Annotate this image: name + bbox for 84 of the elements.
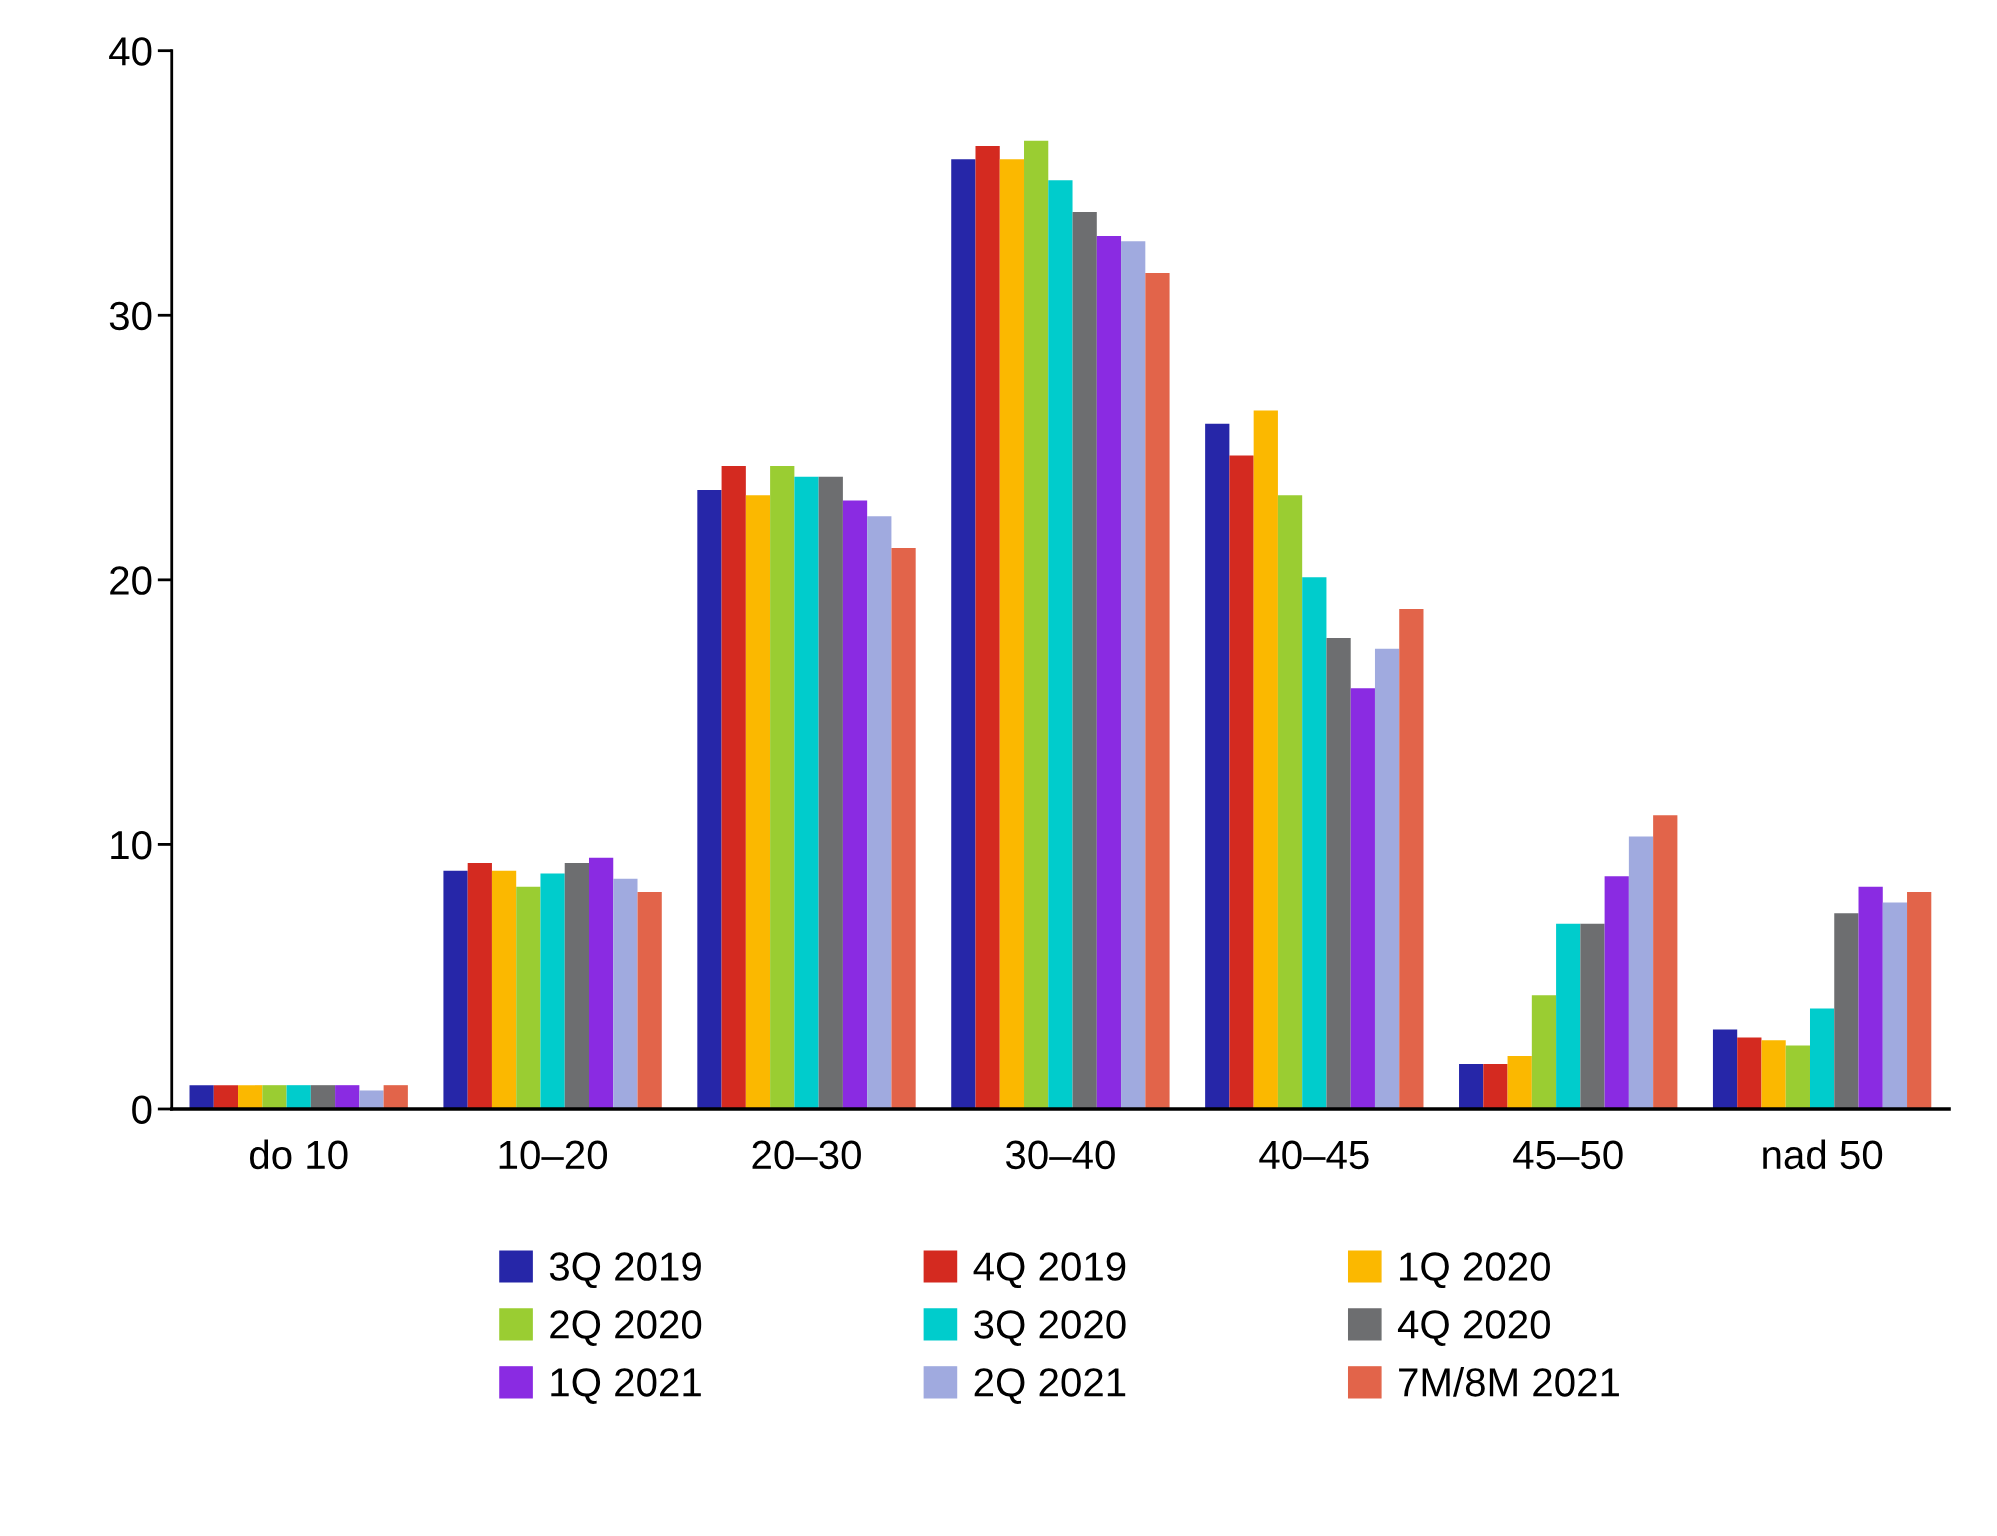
- bar: [383, 1085, 408, 1109]
- bar: [867, 516, 892, 1109]
- legend-label: 2Q 2020: [550, 1310, 702, 1346]
- bar: [1785, 1045, 1810, 1109]
- bar: [1121, 241, 1146, 1109]
- y-tick-label: 40: [109, 37, 152, 66]
- bar: [1834, 913, 1859, 1109]
- bar: [1374, 648, 1400, 1109]
- bar: [770, 466, 795, 1109]
- bar: [1205, 423, 1230, 1109]
- bar: [1048, 180, 1073, 1109]
- x-tick-label: 20–30: [752, 1140, 861, 1170]
- x-tick-label: do 10: [250, 1139, 348, 1170]
- bar: [1858, 886, 1883, 1109]
- bar: [467, 862, 492, 1109]
- bar: [1399, 608, 1424, 1109]
- bar: [1483, 1064, 1508, 1109]
- bar: [262, 1085, 287, 1109]
- bar: [1277, 495, 1303, 1109]
- legend-label: 3Q 2019: [549, 1252, 701, 1289]
- bar: [1653, 815, 1678, 1109]
- x-tick-label: 30–40: [1005, 1140, 1115, 1170]
- bar: [238, 1085, 263, 1109]
- bar: [637, 892, 662, 1109]
- y-tick-label: 20: [110, 566, 152, 595]
- bar: [516, 886, 541, 1109]
- x-tick-label: nad 50: [1763, 1139, 1883, 1170]
- x-tick-label: 40–45: [1259, 1140, 1369, 1170]
- legend-label: 7M/8M 2021: [1399, 1367, 1619, 1397]
- bar: [1326, 638, 1351, 1109]
- bar: [564, 862, 589, 1109]
- bar: [1712, 1029, 1738, 1109]
- bar: [1809, 1008, 1835, 1109]
- bar: [359, 1090, 384, 1109]
- bar: [491, 870, 517, 1109]
- bar: [1302, 577, 1327, 1109]
- bar: [540, 873, 565, 1109]
- bar: [1253, 410, 1278, 1109]
- bar: [335, 1085, 360, 1109]
- bar: [1229, 455, 1254, 1109]
- bar: [1604, 876, 1629, 1109]
- bar: [310, 1085, 336, 1109]
- bar: [1556, 923, 1581, 1109]
- y-tick-label: 30: [109, 301, 152, 331]
- y-tick-label: 10: [111, 830, 152, 860]
- legend-label: 3Q 2020: [974, 1310, 1126, 1346]
- bar: [1507, 1056, 1532, 1109]
- bar: [999, 159, 1025, 1109]
- bar: [745, 495, 771, 1109]
- y-tick-label: 0: [132, 1095, 152, 1124]
- bar: [613, 878, 638, 1109]
- bar: [1531, 995, 1557, 1109]
- bar: [1459, 1064, 1484, 1109]
- bar: [213, 1085, 239, 1109]
- legend-label: 4Q 2019: [973, 1252, 1126, 1289]
- bar: [721, 466, 746, 1109]
- legend-label: 2Q 2021: [974, 1368, 1126, 1404]
- bar: [189, 1085, 214, 1109]
- legend-label: 1Q 2021: [551, 1368, 701, 1404]
- legend-label: 1Q 2020: [1400, 1252, 1550, 1289]
- x-tick-label: 10–20: [499, 1140, 608, 1170]
- bar: [891, 548, 916, 1109]
- bar: [1350, 688, 1375, 1109]
- bar: [975, 145, 1000, 1109]
- x-tick-label: 45–50: [1513, 1140, 1623, 1170]
- bar: [1145, 272, 1170, 1109]
- bar: [1024, 140, 1049, 1109]
- bar: [818, 476, 843, 1109]
- bar: [697, 489, 722, 1109]
- bar: [1737, 1037, 1762, 1109]
- bar: [1761, 1040, 1786, 1109]
- bar: [842, 500, 868, 1109]
- bar: [1580, 923, 1605, 1109]
- legend-label: 4Q 2020: [1397, 1310, 1550, 1346]
- bar: [588, 857, 614, 1109]
- bar: [1628, 836, 1654, 1109]
- bar: [443, 870, 468, 1109]
- bar: [1096, 235, 1122, 1109]
- bar: [286, 1085, 311, 1109]
- bar: [951, 159, 976, 1109]
- bar: [1882, 902, 1908, 1109]
- bar: [794, 476, 819, 1109]
- bar: [1072, 212, 1097, 1109]
- bar: [1907, 892, 1932, 1109]
